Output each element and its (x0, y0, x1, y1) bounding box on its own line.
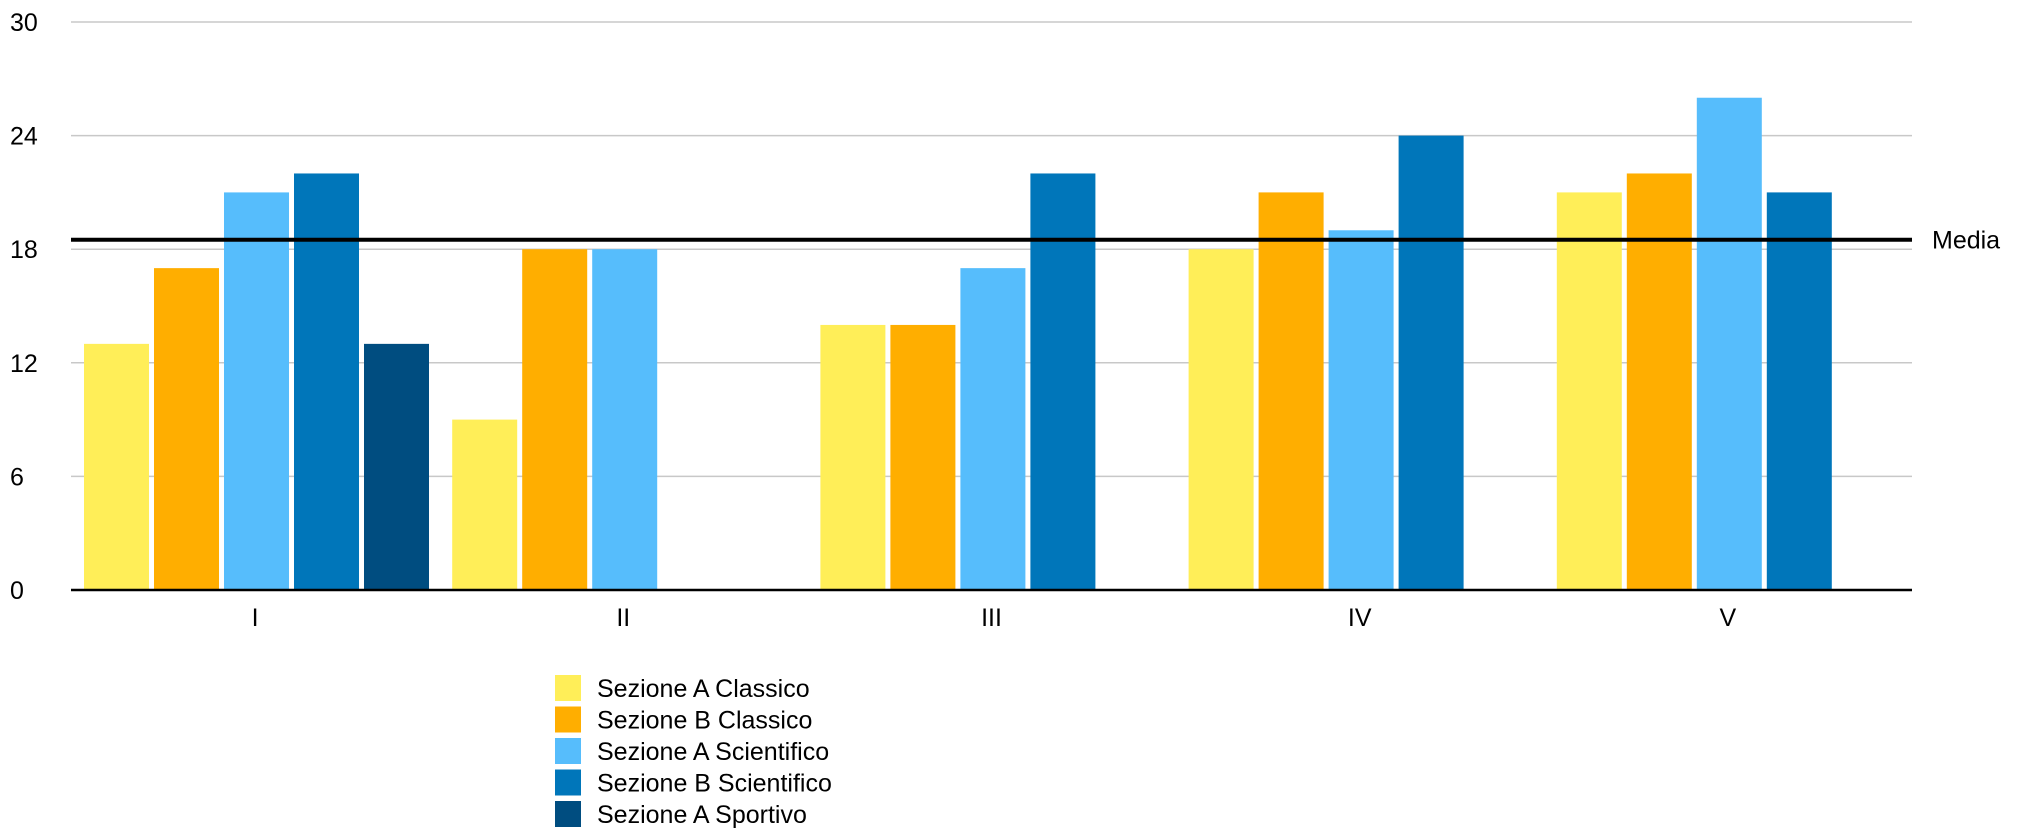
x-tick-label: I (252, 604, 259, 632)
legend-label: Sezione B Classico (597, 707, 812, 735)
bar (1398, 135, 1464, 590)
bar (1030, 173, 1096, 590)
bar (1556, 192, 1622, 590)
legend-label: Sezione A Scientifico (597, 738, 829, 766)
bar (592, 249, 658, 590)
bar-series (84, 97, 1832, 590)
legend-item: Sezione A Sportivo (555, 801, 807, 829)
bar (84, 343, 149, 590)
y-axis-tick-labels: 0 6 12 18 24 30 (10, 9, 38, 605)
bar (820, 324, 886, 590)
bar (294, 173, 359, 590)
legend-swatch (555, 769, 581, 796)
y-tick-label: 24 (10, 123, 38, 151)
y-tick-label: 18 (10, 236, 38, 264)
bar (1258, 192, 1324, 590)
legend-swatch (555, 738, 581, 764)
bar (1626, 173, 1692, 590)
legend: Sezione A Classico Sezione B Classico Sezi… (555, 675, 832, 829)
x-tick-label: III (981, 604, 1002, 632)
legend-label: Sezione A Sportivo (597, 801, 807, 829)
legend-label: Sezione A Classico (597, 675, 810, 703)
reference-line-label: Media (1932, 227, 2000, 255)
bar (960, 268, 1026, 590)
bar (1696, 97, 1762, 590)
bar (224, 192, 289, 590)
y-tick-label: 12 (10, 350, 38, 378)
bar (522, 249, 588, 590)
legend-swatch (555, 706, 581, 733)
x-tick-label: V (1720, 604, 1737, 632)
legend-item: Sezione B Classico (555, 706, 812, 735)
legend-swatch (555, 801, 581, 827)
legend-swatch (555, 675, 581, 701)
bar (1188, 249, 1254, 590)
legend-label: Sezione B Scientifico (597, 770, 832, 798)
x-tick-label: IV (1348, 604, 1372, 632)
bar (890, 324, 956, 590)
bar (452, 419, 518, 590)
legend-item: Sezione A Scientifico (555, 738, 829, 766)
y-tick-label: 30 (10, 9, 38, 37)
bar (1328, 230, 1394, 590)
legend-item: Sezione B Scientifico (555, 769, 832, 798)
x-axis-tick-labels: I II III IV V (252, 604, 1737, 632)
bar (364, 343, 429, 590)
reference-line-media: Media (71, 227, 2000, 255)
bar (154, 268, 219, 590)
y-tick-label: 0 (10, 577, 24, 605)
legend-item: Sezione A Classico (555, 675, 810, 703)
bar (1766, 192, 1832, 590)
x-tick-label: II (616, 604, 630, 632)
y-tick-label: 6 (10, 463, 24, 491)
